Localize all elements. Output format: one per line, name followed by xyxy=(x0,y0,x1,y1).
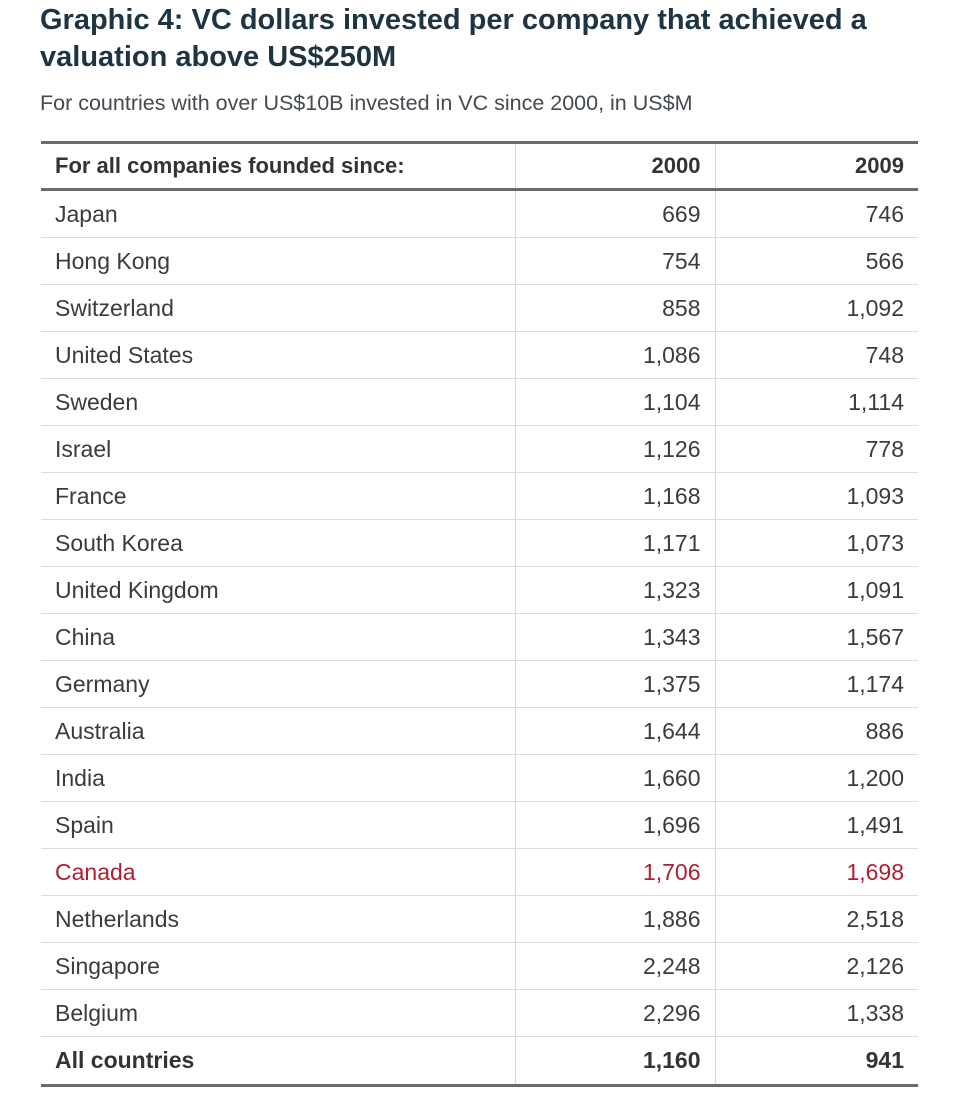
column-header-2009: 2009 xyxy=(855,153,904,178)
value-2000: 2,296 xyxy=(514,989,716,1037)
header-row: For all companies founded since: 2000 20… xyxy=(41,142,918,190)
country-name: Switzerland xyxy=(41,284,515,332)
column-header-label: For all companies founded since: xyxy=(55,153,405,178)
country-name: South Korea xyxy=(41,519,515,567)
value-2009: 1,092 xyxy=(715,284,918,332)
value-2009: 1,174 xyxy=(715,660,918,708)
value-2000: 2,248 xyxy=(514,942,716,990)
country-name: United States xyxy=(41,331,515,379)
table-row: Japan 669 746 xyxy=(41,189,918,238)
table-row: Belgium 2,296 1,338 xyxy=(41,989,918,1037)
total-row: All countries 1,160 941 xyxy=(41,1036,918,1086)
table-row: United Kingdom 1,323 1,091 xyxy=(41,566,918,614)
country-name: Spain xyxy=(41,801,515,849)
value-2009: 1,567 xyxy=(715,613,918,661)
value-2009: 1,338 xyxy=(715,989,918,1037)
country-name: Singapore xyxy=(41,942,515,990)
table-row: Australia 1,644 886 xyxy=(41,707,918,755)
value-2009: 566 xyxy=(715,237,918,285)
country-name: Belgium xyxy=(41,989,515,1037)
country-name: Hong Kong xyxy=(41,237,515,285)
country-name: Israel xyxy=(41,425,515,473)
value-2000: 669 xyxy=(514,189,716,238)
table-row: South Korea 1,171 1,073 xyxy=(41,519,918,567)
value-2009: 2,126 xyxy=(715,942,918,990)
country-name: Canada xyxy=(41,848,515,896)
value-2000: 754 xyxy=(514,237,716,285)
country-name: Netherlands xyxy=(41,895,515,943)
country-name: United Kingdom xyxy=(41,566,515,614)
data-table: For all companies founded since: 2000 20… xyxy=(41,141,918,1087)
value-2009: 1,091 xyxy=(715,566,918,614)
value-2000: 1,126 xyxy=(514,425,716,473)
value-2000: 1,375 xyxy=(514,660,716,708)
value-2000: 1,086 xyxy=(514,331,716,379)
value-2009: 1,114 xyxy=(715,378,918,426)
country-name: France xyxy=(41,472,515,520)
value-2000: 1,343 xyxy=(514,613,716,661)
column-header-2000: 2000 xyxy=(514,142,716,190)
value-2000: 1,644 xyxy=(514,707,716,755)
value-2009: 748 xyxy=(715,331,918,379)
value-2000: 1,660 xyxy=(514,754,716,802)
table-row: Netherlands 1,886 2,518 xyxy=(41,895,918,943)
value-2009: 1,698 xyxy=(715,848,918,896)
table-row: Spain 1,696 1,491 xyxy=(41,801,918,849)
chart-subtitle: For countries with over US$10B invested … xyxy=(40,91,693,115)
value-2009: 746 xyxy=(715,189,918,238)
table-row: Sweden 1,104 1,114 xyxy=(41,378,918,426)
value-2009: 1,093 xyxy=(715,472,918,520)
value-2000: 1,104 xyxy=(514,378,716,426)
table-row: United States 1,086 748 xyxy=(41,331,918,379)
value-2000: 1,171 xyxy=(514,519,716,567)
table-row: Switzerland 858 1,092 xyxy=(41,284,918,332)
value-2000: 858 xyxy=(514,284,716,332)
value-2009: 886 xyxy=(715,707,918,755)
total-value-2000: 1,160 xyxy=(514,1036,716,1086)
value-2009: 1,491 xyxy=(715,801,918,849)
country-name: Sweden xyxy=(41,378,515,426)
country-name: Australia xyxy=(41,707,515,755)
country-name: Japan xyxy=(41,189,515,238)
table-row: Israel 1,126 778 xyxy=(41,425,918,473)
table-row: Germany 1,375 1,174 xyxy=(41,660,918,708)
country-name: Germany xyxy=(41,660,515,708)
total-value-2009: 941 xyxy=(865,1047,904,1073)
value-2000: 1,706 xyxy=(514,848,716,896)
table-row: Hong Kong 754 566 xyxy=(41,237,918,285)
value-2000: 1,886 xyxy=(514,895,716,943)
value-2000: 1,696 xyxy=(514,801,716,849)
value-2000: 1,323 xyxy=(514,566,716,614)
country-name: China xyxy=(41,613,515,661)
value-2000: 1,168 xyxy=(514,472,716,520)
total-label: All countries xyxy=(55,1047,195,1073)
table-row: China 1,343 1,567 xyxy=(41,613,918,661)
table-row: France 1,168 1,093 xyxy=(41,472,918,520)
value-2009: 778 xyxy=(715,425,918,473)
table-row: Canada 1,706 1,698 xyxy=(41,848,918,896)
value-2009: 1,073 xyxy=(715,519,918,567)
country-name: India xyxy=(41,754,515,802)
chart-title: Graphic 4: VC dollars invested per compa… xyxy=(40,4,867,73)
table-row: Singapore 2,248 2,126 xyxy=(41,942,918,990)
table-row: India 1,660 1,200 xyxy=(41,754,918,802)
value-2009: 2,518 xyxy=(715,895,918,943)
value-2009: 1,200 xyxy=(715,754,918,802)
